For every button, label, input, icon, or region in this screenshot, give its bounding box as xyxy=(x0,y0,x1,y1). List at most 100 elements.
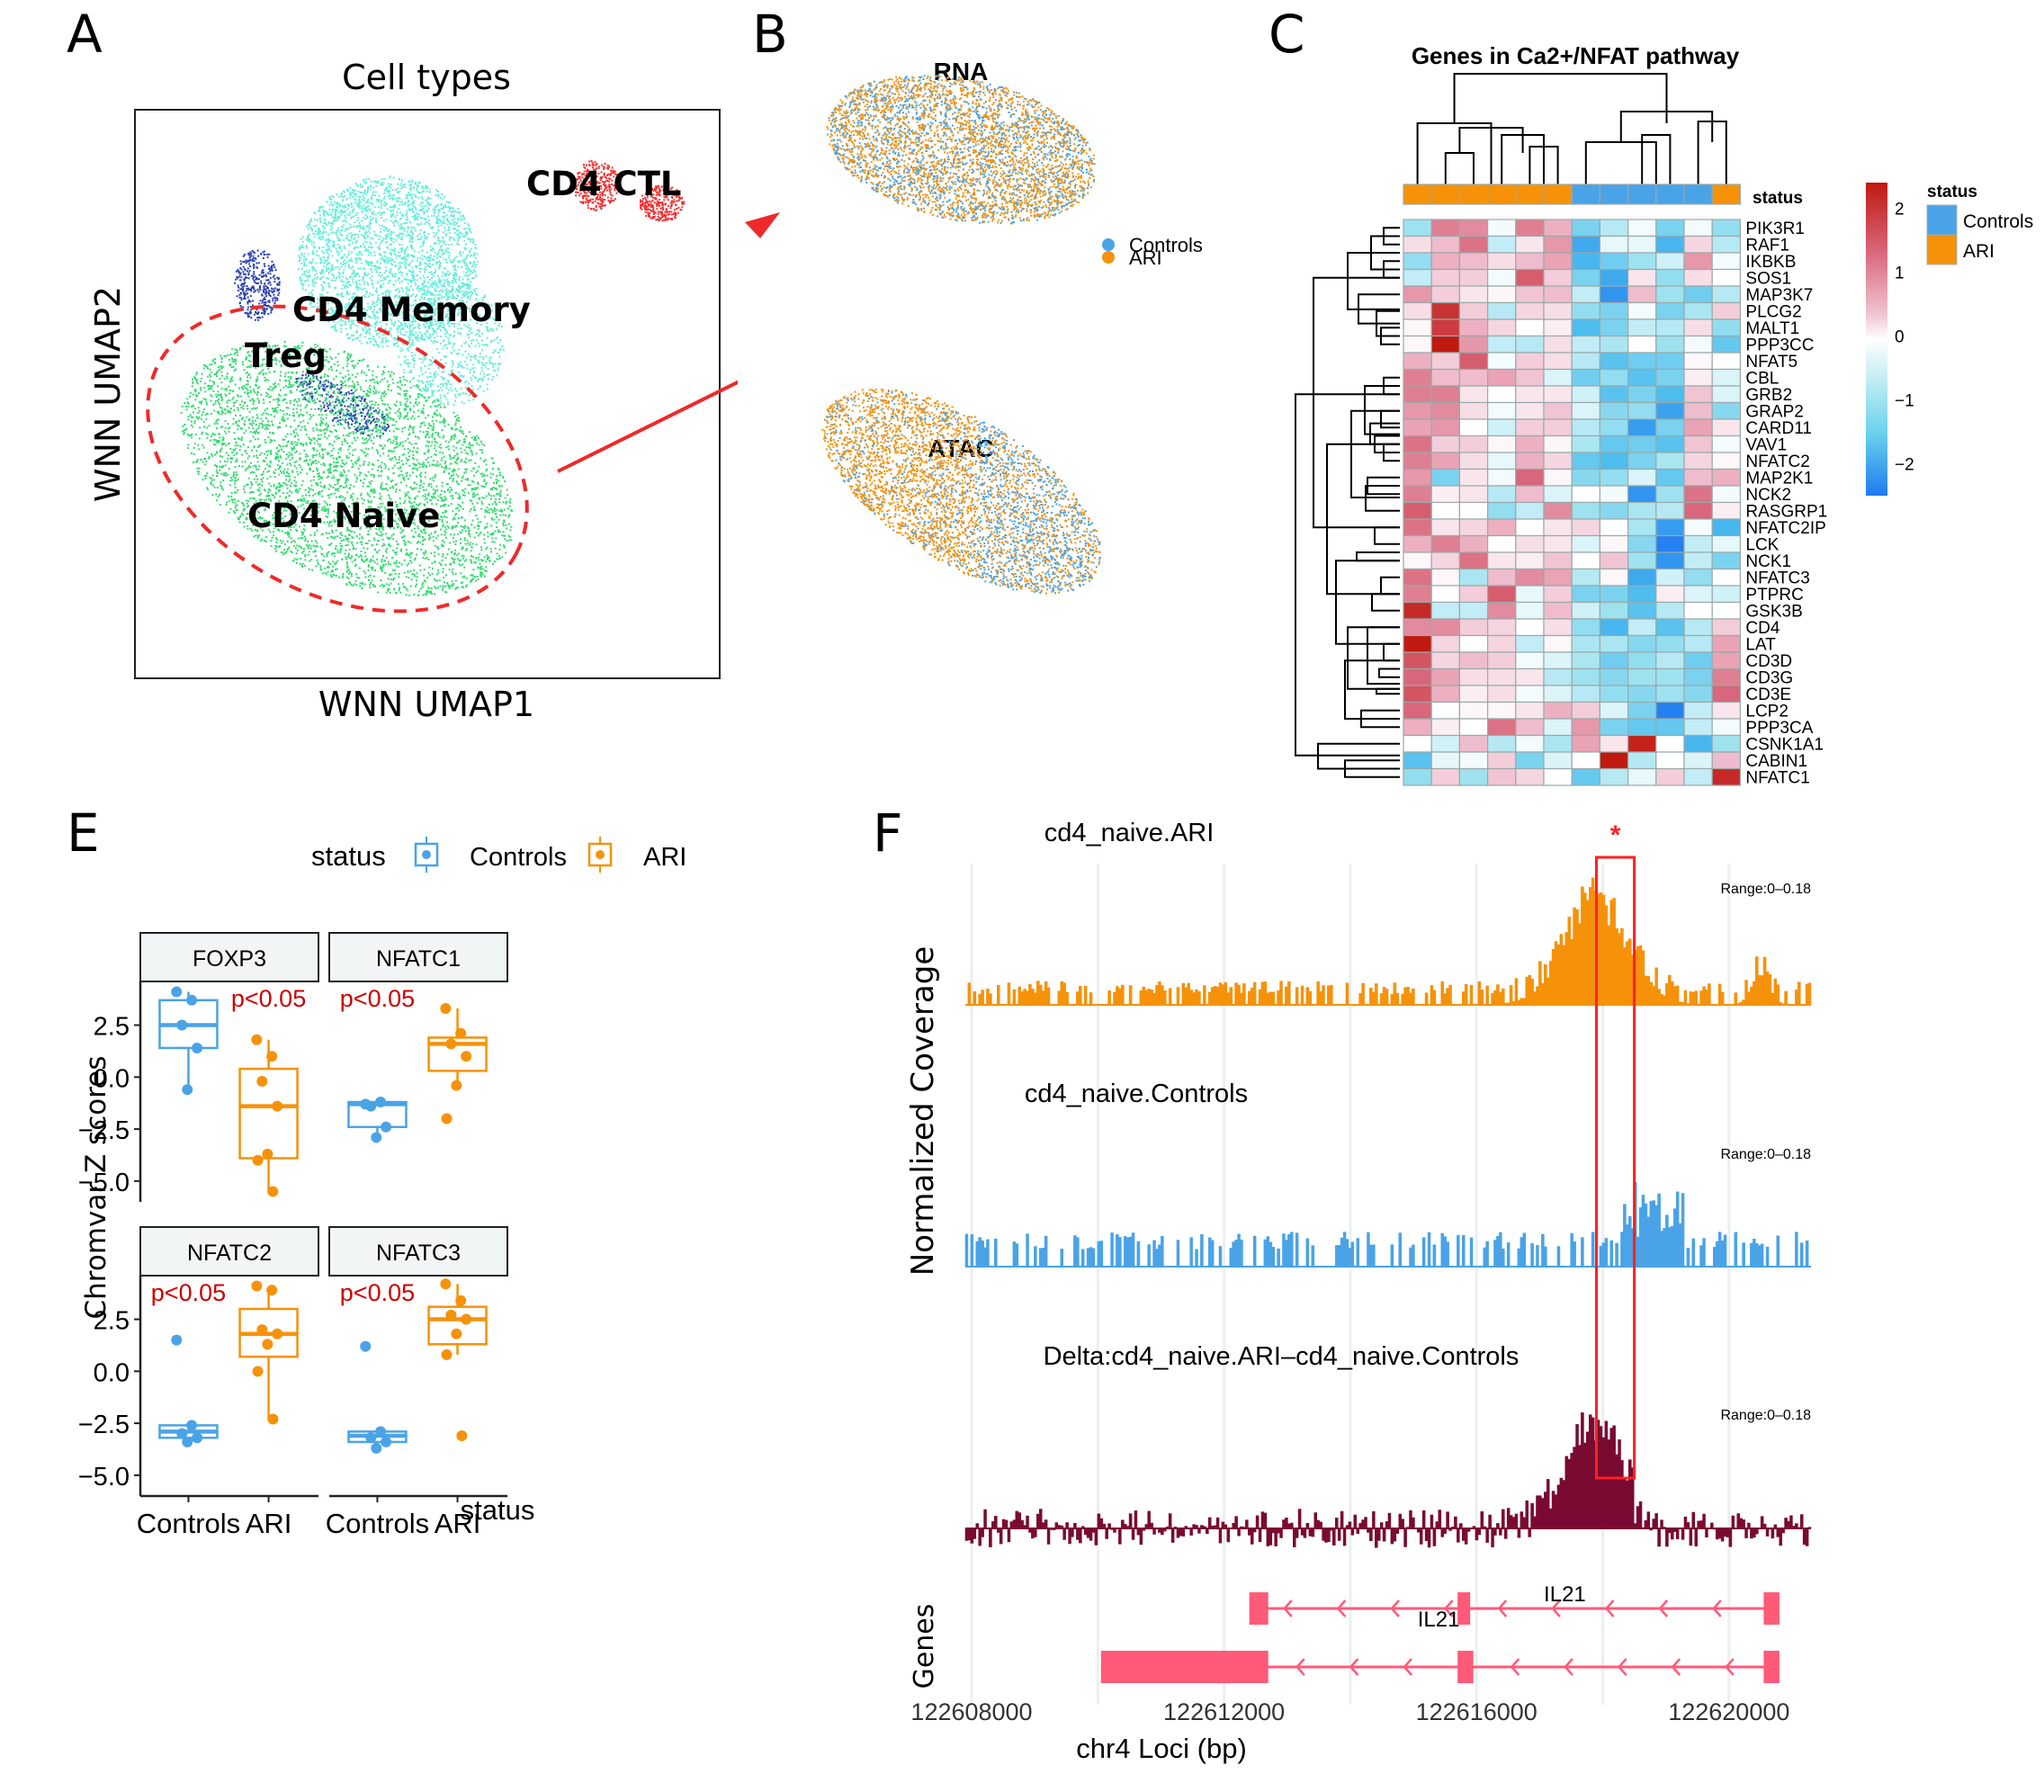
cell-point xyxy=(362,225,364,228)
cell-point xyxy=(480,339,483,342)
cell-point xyxy=(358,200,361,202)
cell-point xyxy=(232,510,235,513)
cell-point xyxy=(357,286,360,289)
cell-point xyxy=(406,294,408,297)
cell-point xyxy=(333,417,336,419)
cell-point xyxy=(246,388,247,390)
cell-point xyxy=(435,282,438,284)
cell-point xyxy=(409,202,412,205)
cell-point xyxy=(421,293,424,295)
cell-point xyxy=(242,363,245,366)
cell-point xyxy=(372,463,374,465)
cell-point xyxy=(426,316,429,318)
cell-point xyxy=(408,221,411,223)
cell-point xyxy=(418,210,421,212)
cell-point xyxy=(279,539,282,542)
cell-point xyxy=(425,357,426,360)
cell-point xyxy=(425,333,427,336)
cell-point xyxy=(382,181,385,184)
cell-point xyxy=(341,257,344,260)
cell-point xyxy=(419,217,422,220)
cell-point xyxy=(383,211,385,213)
cell-point xyxy=(409,279,412,282)
cell-point xyxy=(466,285,469,288)
cell-point xyxy=(347,448,350,451)
cell-point xyxy=(371,198,373,201)
cell-point xyxy=(406,222,408,225)
cell-point xyxy=(278,499,281,502)
cell-point xyxy=(330,211,333,214)
cell-point xyxy=(390,312,393,315)
cell-point xyxy=(354,286,357,289)
cell-point xyxy=(244,294,247,296)
cell-point xyxy=(372,419,374,422)
cell-point xyxy=(303,272,306,274)
cell-point xyxy=(346,286,349,289)
cell-point xyxy=(231,379,234,381)
cell-point xyxy=(384,227,387,229)
cell-point xyxy=(379,307,381,309)
cell-point xyxy=(376,268,379,271)
cell-point xyxy=(444,273,445,275)
cell-point xyxy=(438,298,441,300)
cell-point xyxy=(208,455,211,458)
cell-point xyxy=(239,288,242,291)
cell-point xyxy=(264,519,266,522)
cell-point xyxy=(369,408,372,411)
cell-point xyxy=(471,293,473,296)
cell-point xyxy=(398,236,400,238)
cell-point xyxy=(437,195,439,198)
cell-point xyxy=(383,272,386,274)
cell-point xyxy=(464,231,467,234)
cell-point xyxy=(410,195,413,198)
cell-point xyxy=(487,556,489,558)
cell-point xyxy=(396,191,399,193)
cell-point xyxy=(328,494,331,497)
cell-point xyxy=(327,407,330,409)
cell-point xyxy=(380,275,382,278)
cell-point xyxy=(474,244,477,246)
cell-point xyxy=(421,393,423,396)
cell-point xyxy=(213,362,216,364)
cell-point xyxy=(427,309,430,311)
cell-point xyxy=(329,228,332,230)
cell-point xyxy=(418,181,421,184)
cell-point xyxy=(393,324,395,327)
cell-point xyxy=(304,488,307,491)
cell-point xyxy=(405,494,408,497)
cell-point xyxy=(452,285,453,288)
cell-point xyxy=(424,218,426,220)
cell-point xyxy=(384,204,387,207)
cell-point xyxy=(269,438,272,441)
cell-point xyxy=(467,527,470,530)
cell-point xyxy=(291,449,293,452)
cell-point xyxy=(431,227,434,228)
cell-point xyxy=(263,310,265,313)
cell-point xyxy=(418,304,421,307)
cell-point xyxy=(367,306,370,309)
cell-point xyxy=(350,389,353,391)
cell-point xyxy=(256,407,258,409)
cell-point xyxy=(235,278,238,281)
cell-point xyxy=(371,246,373,249)
cell-point xyxy=(311,397,314,399)
cell-point xyxy=(388,584,390,587)
cell-point xyxy=(322,252,325,254)
cell-point xyxy=(472,238,475,241)
cell-point xyxy=(345,228,347,230)
cell-point xyxy=(417,339,419,342)
cell-point xyxy=(398,192,400,194)
cell-point xyxy=(451,290,453,292)
cell-point xyxy=(259,285,261,288)
cell-point xyxy=(388,295,390,298)
cell-point xyxy=(263,298,265,300)
cell-point xyxy=(444,222,446,225)
cell-point xyxy=(404,542,407,544)
cell-point xyxy=(253,502,256,505)
cell-point xyxy=(357,234,359,237)
cell-point xyxy=(319,230,321,232)
cell-point xyxy=(355,427,358,430)
cell-point xyxy=(468,291,471,294)
cell-point xyxy=(472,264,475,266)
cell-point xyxy=(347,250,350,253)
